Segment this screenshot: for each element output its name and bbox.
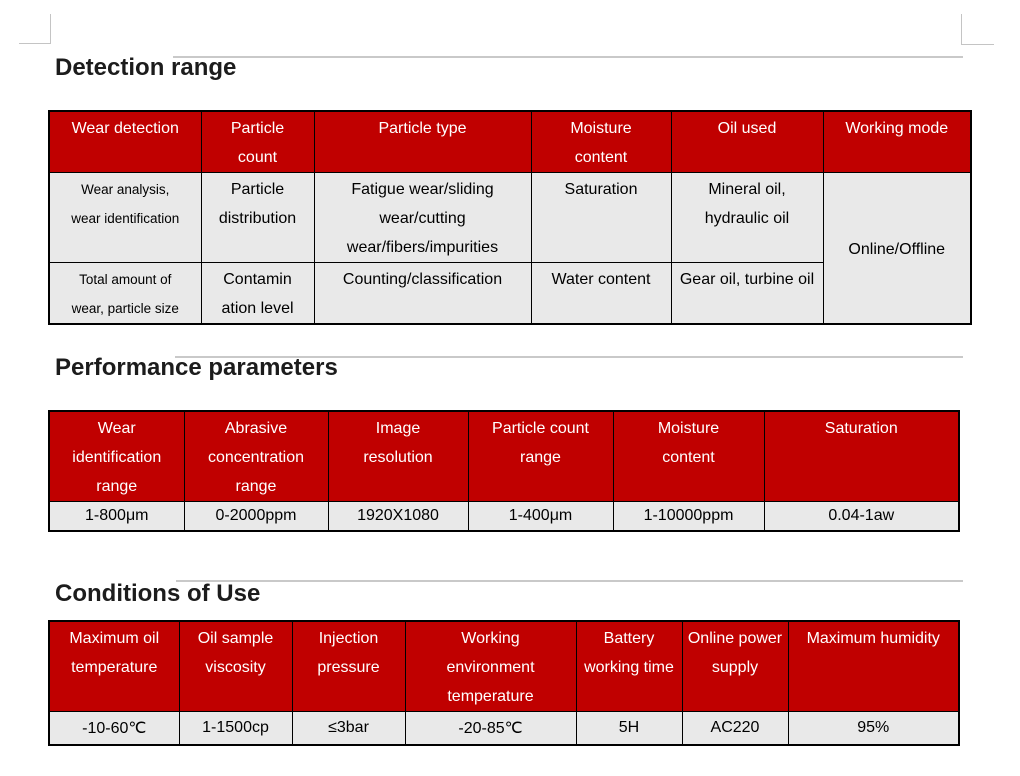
section-title-performance-parameters: Performance parameters xyxy=(55,354,338,381)
data-cell: Counting/classification xyxy=(313,262,532,325)
data-cell: 0.04-1aw xyxy=(763,501,960,531)
table-header-row: Wear identification range Abrasive conce… xyxy=(48,410,960,502)
data-cell: -20-85℃ xyxy=(404,711,577,745)
heading-rule xyxy=(176,580,963,582)
header-cell: Particle count xyxy=(200,110,315,173)
data-cell: Fatigue wear/sliding wear/cutting wear/f… xyxy=(313,172,532,263)
heading-rule xyxy=(173,56,963,58)
section-title-detection-range: Detection range xyxy=(55,54,237,81)
header-cell: Moisture content xyxy=(612,410,765,502)
header-cell: Wear identification range xyxy=(48,410,185,502)
data-cell: 1-1500cp xyxy=(178,711,293,745)
header-cell: Particle count range xyxy=(467,410,614,502)
header-cell: Saturation xyxy=(763,410,960,502)
header-cell: Maximum oil temperature xyxy=(48,620,180,712)
conditions-of-use-table: Maximum oil temperature Oil sample visco… xyxy=(48,620,960,746)
data-cell: AC220 xyxy=(681,711,789,745)
data-cell: Wear analysis, wear identification xyxy=(48,172,202,263)
data-cell: 95% xyxy=(787,711,960,745)
data-cell: 1-400μm xyxy=(467,501,614,531)
header-cell: Abrasive concentration range xyxy=(183,410,329,502)
performance-parameters-table: Wear identification range Abrasive conce… xyxy=(48,410,960,532)
data-cell: Water content xyxy=(530,262,672,325)
table-row: 1-800μm 0-2000ppm 1920X1080 1-400μm 1-10… xyxy=(48,501,960,531)
header-cell: Working environment temperature xyxy=(404,620,577,712)
page-margin-mark-top-left xyxy=(19,14,51,44)
data-cell: -10-60℃ xyxy=(48,711,180,745)
header-cell: Maximum humidity xyxy=(787,620,960,712)
header-cell: Online power supply xyxy=(681,620,789,712)
page-margin-mark-top-right xyxy=(961,14,994,45)
data-cell: 1-10000ppm xyxy=(612,501,765,531)
header-cell: Oil sample viscosity xyxy=(178,620,293,712)
data-cell: 1920X1080 xyxy=(327,501,469,531)
heading-rule xyxy=(175,356,963,358)
detection-range-table: Wear detection Particle count Particle t… xyxy=(48,110,972,325)
data-cell: Mineral oil, hydraulic oil xyxy=(670,172,824,263)
table-header-row: Wear detection Particle count Particle t… xyxy=(48,110,972,173)
table-row: Wear analysis, wear identification Parti… xyxy=(48,172,972,325)
header-cell: Moisture content xyxy=(530,110,672,173)
data-cell: Gear oil, turbine oil xyxy=(670,262,824,325)
header-cell: Battery working time xyxy=(575,620,683,712)
table-header-row: Maximum oil temperature Oil sample visco… xyxy=(48,620,960,712)
header-cell: Oil used xyxy=(670,110,824,173)
header-cell: Particle type xyxy=(313,110,532,173)
header-cell: Wear detection xyxy=(48,110,202,173)
data-cell: 1-800μm xyxy=(48,501,185,531)
header-cell: Working mode xyxy=(822,110,972,173)
data-cell: ≤3bar xyxy=(291,711,406,745)
cell-text: Total amount of wear, particle size xyxy=(71,272,179,316)
header-cell: Injection pressure xyxy=(291,620,406,712)
data-cell: Saturation xyxy=(530,172,672,263)
merged-data-cell: Online/Offline xyxy=(822,172,972,325)
cell-text: Contamination level xyxy=(221,271,294,317)
data-cell: 5H xyxy=(575,711,683,745)
table-row: Total amount of wear, particle size Cont… xyxy=(48,262,971,325)
section-title-conditions-of-use: Conditions of Use xyxy=(55,580,261,607)
data-cell: Total amount of wear, particle size xyxy=(48,262,202,325)
cell-text: Wear analysis, wear identification xyxy=(71,182,180,226)
data-cell: Contamination level xyxy=(200,262,315,325)
header-cell: Image resolution xyxy=(327,410,469,502)
data-cell: Particle distribution xyxy=(200,172,315,263)
table-row: -10-60℃ 1-1500cp ≤3bar -20-85℃ 5H AC220 … xyxy=(48,711,960,745)
data-cell: 0-2000ppm xyxy=(183,501,329,531)
